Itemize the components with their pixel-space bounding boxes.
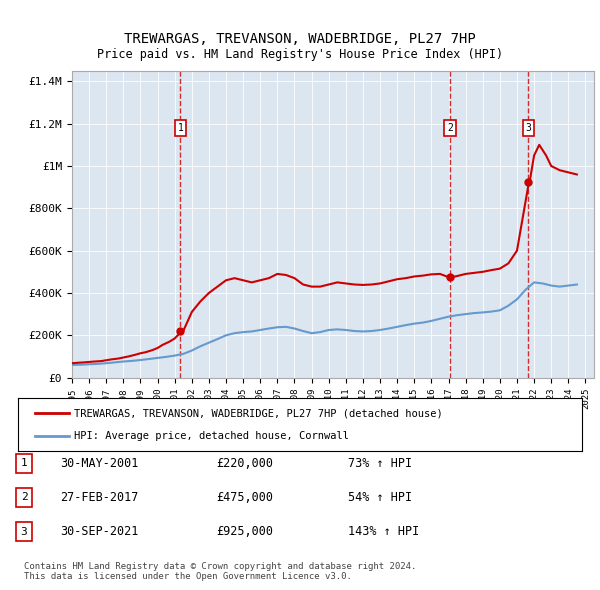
Text: £475,000: £475,000 (216, 491, 273, 504)
Text: 73% ↑ HPI: 73% ↑ HPI (348, 457, 412, 470)
Text: 2: 2 (20, 493, 28, 502)
Text: 3: 3 (20, 527, 28, 536)
Text: 54% ↑ HPI: 54% ↑ HPI (348, 491, 412, 504)
Text: 2: 2 (447, 123, 453, 133)
Text: 30-MAY-2001: 30-MAY-2001 (60, 457, 139, 470)
Text: 1: 1 (20, 458, 28, 468)
Text: 143% ↑ HPI: 143% ↑ HPI (348, 525, 419, 538)
Text: £925,000: £925,000 (216, 525, 273, 538)
Text: TREWARGAS, TREVANSON, WADEBRIDGE, PL27 7HP (detached house): TREWARGAS, TREVANSON, WADEBRIDGE, PL27 7… (74, 408, 443, 418)
Text: Contains HM Land Registry data © Crown copyright and database right 2024.
This d: Contains HM Land Registry data © Crown c… (24, 562, 416, 581)
Text: 3: 3 (526, 123, 532, 133)
Text: 27-FEB-2017: 27-FEB-2017 (60, 491, 139, 504)
Text: TREWARGAS, TREVANSON, WADEBRIDGE, PL27 7HP: TREWARGAS, TREVANSON, WADEBRIDGE, PL27 7… (124, 32, 476, 47)
Text: 30-SEP-2021: 30-SEP-2021 (60, 525, 139, 538)
Text: Price paid vs. HM Land Registry's House Price Index (HPI): Price paid vs. HM Land Registry's House … (97, 48, 503, 61)
Text: 1: 1 (178, 123, 184, 133)
Text: HPI: Average price, detached house, Cornwall: HPI: Average price, detached house, Corn… (74, 431, 349, 441)
Text: £220,000: £220,000 (216, 457, 273, 470)
